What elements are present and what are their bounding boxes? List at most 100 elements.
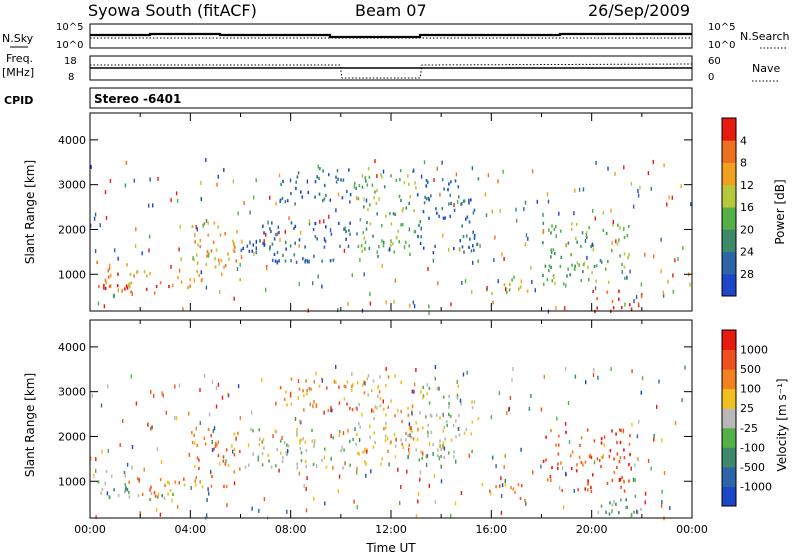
echo-cell bbox=[227, 252, 229, 256]
echo-cell bbox=[313, 496, 315, 501]
echo-cell bbox=[612, 223, 614, 227]
echo-cell bbox=[374, 159, 376, 164]
echo-cell bbox=[271, 221, 273, 225]
echo-cell bbox=[233, 453, 236, 457]
echo-cell bbox=[228, 257, 230, 261]
echo-cell bbox=[215, 404, 218, 409]
echo-cell bbox=[402, 207, 404, 211]
echo-cell bbox=[477, 259, 479, 264]
echo-cell bbox=[103, 286, 105, 290]
echo-cell bbox=[684, 365, 686, 370]
echo-cell bbox=[363, 197, 365, 202]
freq-label-2: [MHz] bbox=[2, 66, 34, 79]
echo-cell bbox=[247, 463, 250, 467]
echo-cell bbox=[618, 297, 620, 301]
echo-cell bbox=[596, 457, 599, 461]
colorbar-tick-label: -1000 bbox=[740, 480, 772, 493]
echo-cell bbox=[626, 275, 628, 280]
echo-cell bbox=[515, 207, 517, 212]
echo-cell bbox=[623, 489, 626, 493]
echo-cell bbox=[557, 443, 560, 447]
echo-cell bbox=[558, 434, 560, 438]
echo-cell bbox=[465, 217, 467, 221]
echo-cell bbox=[214, 257, 216, 261]
echo-cell bbox=[367, 393, 369, 397]
echo-cell bbox=[348, 228, 350, 233]
echo-cell bbox=[366, 221, 368, 225]
freq-label-1: Freq. bbox=[6, 52, 33, 65]
echo-cell bbox=[511, 278, 513, 282]
echo-cell bbox=[408, 182, 410, 186]
echo-cell bbox=[410, 426, 412, 430]
echo-cell bbox=[312, 227, 315, 232]
echo-cell bbox=[681, 398, 683, 403]
echo-cell bbox=[443, 455, 445, 460]
echo-cell bbox=[632, 477, 635, 482]
echo-cell bbox=[350, 388, 353, 392]
echo-cell bbox=[636, 434, 639, 439]
echo-cell bbox=[573, 488, 575, 493]
echo-cell bbox=[213, 447, 215, 451]
echo-cell bbox=[296, 433, 298, 437]
echo-cell bbox=[124, 287, 126, 291]
echo-cell bbox=[104, 481, 106, 486]
echo-cell bbox=[376, 406, 378, 410]
echo-cell bbox=[611, 478, 614, 482]
echo-cell bbox=[203, 436, 206, 440]
echo-cell bbox=[342, 178, 345, 182]
echo-cell bbox=[523, 207, 525, 212]
echo-cell bbox=[575, 469, 578, 473]
echo-cell bbox=[356, 470, 358, 475]
echo-cell bbox=[207, 427, 210, 431]
echo-cell bbox=[497, 179, 499, 184]
nsearch-label: N.Search bbox=[740, 30, 790, 43]
echo-cell bbox=[224, 462, 227, 466]
echo-cell bbox=[162, 393, 164, 398]
echo-cell bbox=[545, 458, 547, 462]
echo-cell bbox=[472, 230, 474, 234]
echo-cell bbox=[125, 284, 128, 288]
echo-cell bbox=[276, 260, 278, 265]
echo-cell bbox=[566, 274, 568, 278]
echo-cell bbox=[473, 400, 476, 404]
echo-cell bbox=[623, 252, 626, 256]
echo-cell bbox=[356, 381, 359, 385]
echo-cell bbox=[427, 434, 429, 438]
echo-cell bbox=[128, 491, 130, 495]
echo-cell bbox=[283, 441, 286, 445]
echo-cell bbox=[336, 169, 339, 173]
echo-cell bbox=[573, 266, 576, 271]
echo-cell bbox=[358, 403, 360, 407]
echo-cell bbox=[275, 464, 277, 468]
echo-cell bbox=[530, 393, 532, 398]
echo-cell bbox=[608, 512, 611, 516]
echo-cell bbox=[582, 187, 585, 192]
echo-cell bbox=[459, 398, 462, 403]
echo-cell bbox=[660, 237, 662, 242]
echo-cell bbox=[154, 494, 157, 498]
echo-cell bbox=[188, 411, 190, 416]
echo-cell bbox=[428, 442, 431, 446]
echo-cell bbox=[420, 235, 422, 239]
echo-cell bbox=[513, 275, 515, 279]
echo-cell bbox=[468, 245, 470, 249]
echo-cell bbox=[265, 287, 267, 292]
echo-cell bbox=[554, 281, 556, 285]
echo-cell bbox=[587, 488, 589, 492]
echo-cell bbox=[104, 286, 107, 291]
echo-cell bbox=[365, 179, 367, 183]
echo-cell bbox=[337, 177, 339, 181]
echo-cell bbox=[426, 383, 429, 387]
echo-cell bbox=[600, 465, 602, 469]
cpid-value: Stereo -6401 bbox=[94, 92, 181, 106]
echo-cell bbox=[325, 386, 328, 390]
echo-cell bbox=[202, 223, 204, 228]
echo-cell bbox=[612, 306, 615, 310]
echo-cell bbox=[558, 211, 560, 216]
echo-cell bbox=[399, 178, 401, 182]
echo-cell bbox=[363, 205, 365, 209]
echo-cell bbox=[236, 230, 238, 234]
echo-cell bbox=[425, 454, 427, 458]
echo-cell bbox=[644, 491, 647, 496]
echo-cell bbox=[323, 183, 326, 187]
